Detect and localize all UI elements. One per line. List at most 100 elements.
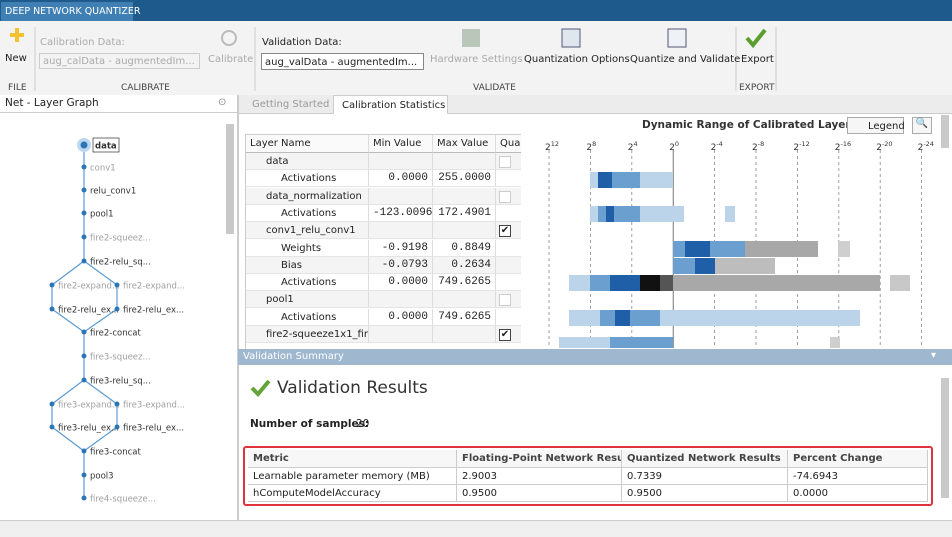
max-value: 172.4901 [433, 204, 496, 222]
group-label: VALIDATE [473, 83, 516, 93]
graph-node [49, 306, 55, 312]
graph-edge [51, 308, 85, 333]
scrollbar[interactable] [941, 378, 949, 498]
tick-exponent: 4 [634, 140, 638, 148]
calibration-dropdown[interactable]: aug_calData - augmentedIm... [39, 53, 200, 69]
zoom-button[interactable]: 🔍 [912, 117, 932, 134]
x-tick-label: 2-12 [793, 140, 809, 153]
x-tick-label: 2-16 [835, 140, 851, 153]
results-table: Metric Floating-Point Network Results Quan… [248, 450, 928, 510]
graph-node [49, 282, 55, 288]
tab[interactable]: Getting Started [252, 99, 330, 110]
range-bin [710, 241, 745, 257]
graph-node [81, 329, 87, 335]
graph-node [81, 472, 87, 478]
graph-node-label: conv1 [90, 164, 116, 174]
export-button[interactable]: Export [741, 54, 774, 65]
cell [369, 222, 433, 240]
app-tab[interactable]: DEEP NETWORK QUANTIZER [1, 2, 140, 21]
range-bin [838, 241, 850, 257]
metric-name: hComputeModelAccuracy [248, 485, 457, 502]
quantize-checkbox[interactable]: ✔ [499, 225, 511, 238]
range-bin [615, 310, 630, 326]
panel-close[interactable]: ⊙ [218, 97, 227, 108]
quantize-checkbox[interactable] [499, 294, 511, 307]
quant-cell [496, 256, 521, 274]
cell [433, 291, 496, 309]
scrollbar[interactable] [226, 124, 234, 234]
x-tick-label: 2-24 [918, 140, 934, 153]
graph-node-label: fire2-squeez... [90, 234, 151, 244]
quantize-checkbox[interactable]: ✔ [499, 329, 511, 341]
range-bin [685, 241, 710, 257]
column-header: Quant [496, 135, 521, 153]
new-button[interactable]: New [5, 53, 27, 64]
tick-base: 2 [711, 143, 717, 153]
tab[interactable]: Calibration Statistics [333, 95, 448, 114]
quant-cell [496, 170, 521, 188]
quantize-checkbox[interactable] [499, 156, 511, 168]
calibrate-button[interactable]: Calibrate [208, 54, 254, 65]
panel-header [238, 349, 952, 365]
layer-name: data_normalization [246, 187, 369, 205]
status-bar [0, 520, 952, 537]
tick-base: 2 [918, 143, 924, 153]
tick-base: 2 [586, 143, 592, 153]
samples-label: Number of samples: [250, 418, 370, 430]
quant-options-icon [561, 28, 581, 48]
graph-node-label: fire2-expand... [58, 282, 120, 292]
min-value: -0.9198 [369, 239, 433, 257]
column-header: Layer Name [246, 135, 369, 153]
quant-cell [496, 274, 521, 292]
group-label: FILE [8, 83, 27, 93]
range-bin [606, 206, 614, 222]
range-bin [640, 275, 660, 291]
graph-node [81, 234, 87, 240]
quantize-checkbox[interactable] [499, 190, 511, 203]
graph-node [114, 424, 120, 430]
range-bin [673, 241, 685, 257]
hardware-settings-button[interactable]: Hardware Settings [430, 54, 523, 65]
range-bin [715, 258, 775, 274]
graph-edge [51, 260, 85, 286]
min-value: -123.0096 [369, 204, 433, 222]
range-bin [569, 275, 590, 291]
legend-label: Legend [868, 121, 905, 132]
graph-node-label: fire3-expand... [58, 401, 120, 411]
range-bin [673, 258, 695, 274]
range-bin [745, 241, 818, 257]
export-icon [745, 28, 767, 49]
graph-node [81, 164, 87, 170]
quant-cell [496, 239, 521, 257]
quant-cell [496, 187, 521, 205]
dynamic-range-chart: 212 28 24 20 2-4 2-8 2-12 2-16 2-20 2-24 [545, 140, 934, 348]
panel-title: Validation Summary [243, 351, 344, 362]
layer-name: Activations [246, 170, 369, 188]
graph-node [114, 282, 120, 288]
check-icon [250, 379, 271, 397]
result-value: -74.6943 [788, 468, 928, 485]
max-value: 255.0000 [433, 170, 496, 188]
legend-button[interactable]: Legend [847, 117, 905, 134]
graph-node-label: fire3-relu_ex... [123, 424, 184, 434]
graph-node [81, 187, 87, 193]
tab-strip [0, 0, 952, 21]
cell [369, 187, 433, 205]
quantization-options-button[interactable]: Quantization Options [524, 54, 630, 65]
tick-exponent: -20 [882, 140, 893, 148]
range-bin [559, 337, 610, 348]
panel-collapse[interactable]: ▾ [931, 350, 937, 361]
layer-name: Activations [246, 308, 369, 326]
range-bin [640, 206, 684, 222]
x-tick-label: 28 [586, 140, 596, 153]
tick-base: 2 [752, 143, 758, 153]
highlight-box [243, 446, 933, 506]
cell [433, 153, 496, 170]
cell [433, 187, 496, 205]
x-tick-label: 2-20 [876, 140, 892, 153]
scrollbar[interactable] [941, 115, 949, 148]
quantize-validate-button[interactable]: Quantize and Validate [630, 54, 741, 65]
results-heading: Validation Results [277, 378, 428, 398]
validation-dropdown[interactable]: aug_valData - augmentedIm... [261, 53, 424, 70]
range-bin [610, 275, 640, 291]
